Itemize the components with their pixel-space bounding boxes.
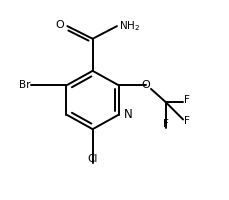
Text: F: F [183,95,189,105]
Text: NH$_2$: NH$_2$ [118,19,139,33]
Text: Cl: Cl [87,154,97,164]
Text: F: F [183,116,189,126]
Text: O: O [141,80,150,90]
Text: F: F [162,119,168,129]
Text: O: O [55,20,64,30]
Text: N: N [123,108,132,121]
Text: Br: Br [19,80,30,90]
